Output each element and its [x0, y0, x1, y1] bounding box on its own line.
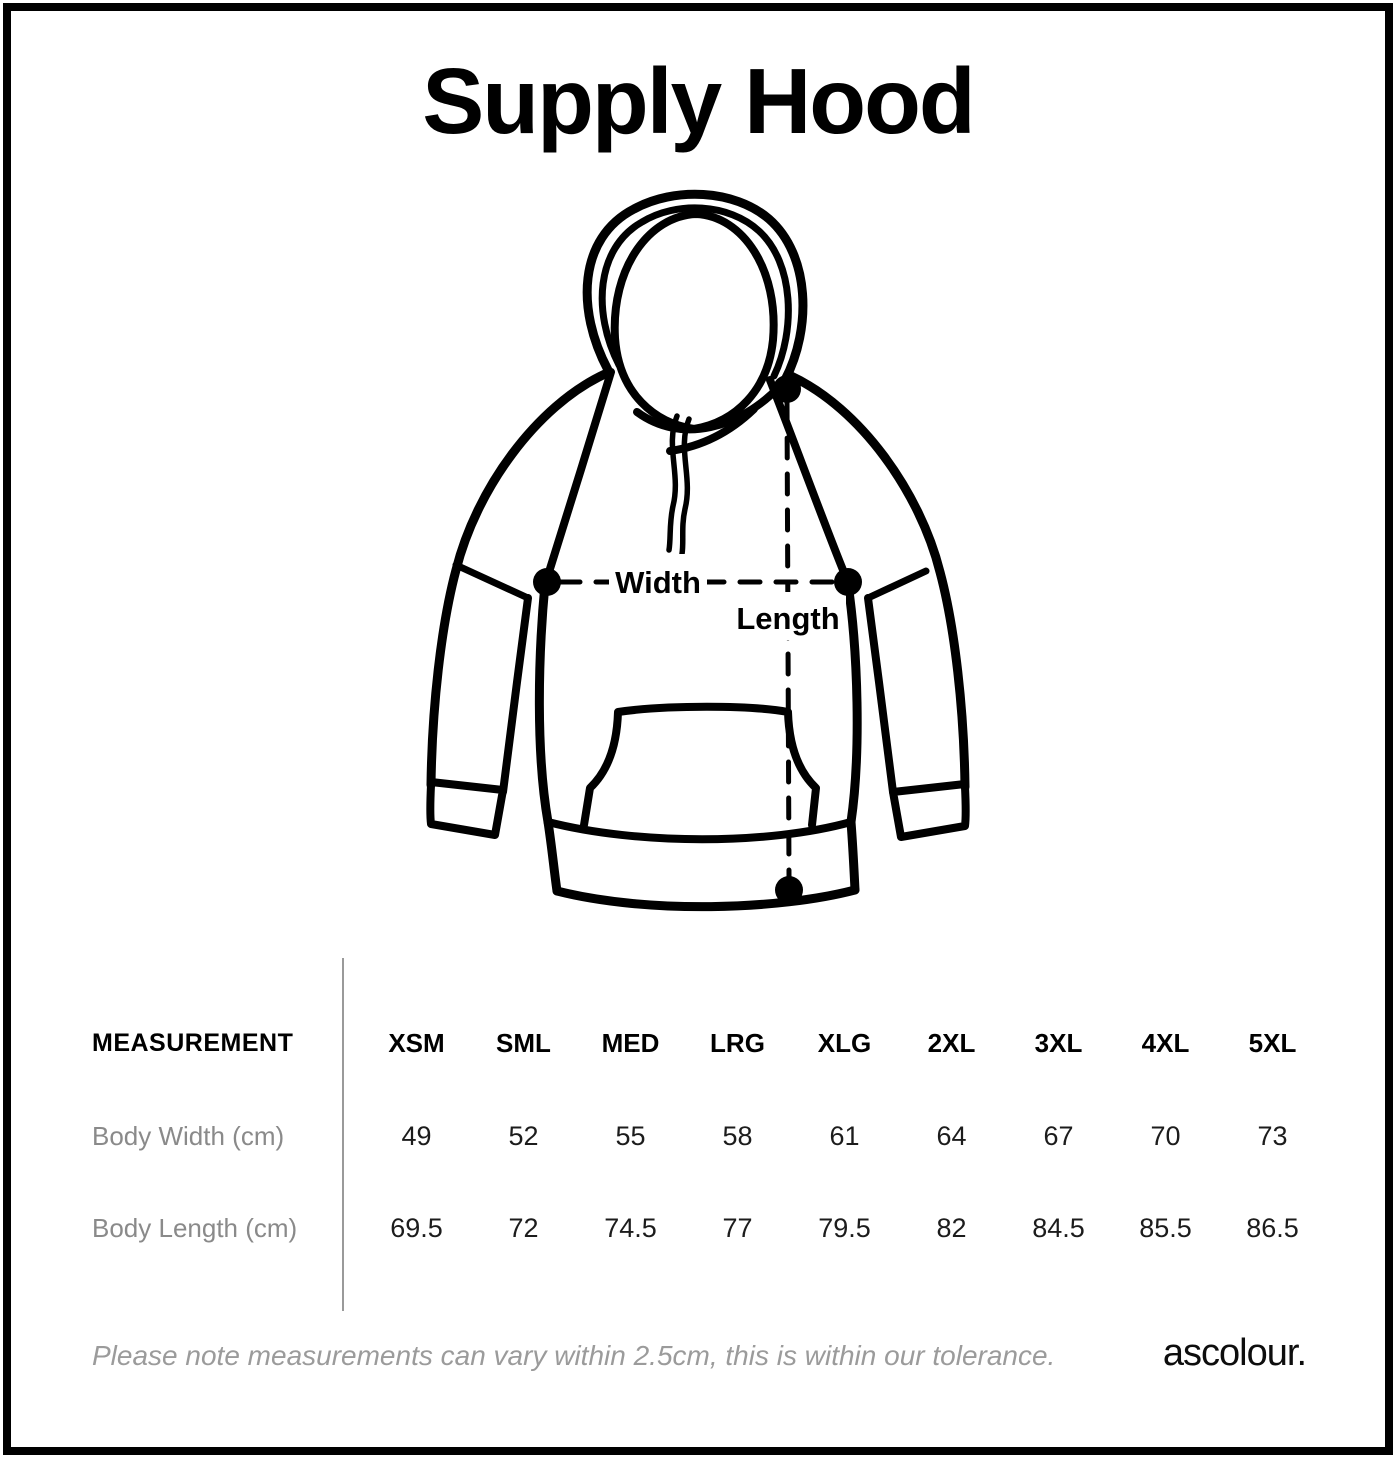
body-length-lrg: 77 — [722, 1212, 753, 1243]
body-side-right — [843, 579, 862, 827]
sleeve-right-inner — [864, 594, 897, 796]
size-header-lrg: LRG — [710, 1027, 765, 1058]
sleeve-left-outer — [426, 369, 610, 790]
table-row-body-width: Body Width (cm) 49 52 55 58 61 64 67 70 … — [92, 1113, 1326, 1159]
tolerance-note: Please note measurements can vary within… — [92, 1340, 1056, 1371]
page-title: Supply Hood — [422, 49, 975, 153]
chest-left-measure-point-dot — [533, 568, 561, 596]
hem-top-edge — [544, 818, 855, 844]
body-width-2xl: 64 — [936, 1120, 967, 1151]
row-label-body-length: Body Length (cm) — [92, 1212, 298, 1243]
body-width-4xl: 70 — [1150, 1120, 1181, 1151]
brand-logo: ascolour. — [1162, 1332, 1307, 1374]
hem-side-right — [846, 817, 860, 895]
cuff-left — [426, 778, 507, 839]
size-header-xlg: XLG — [817, 1027, 872, 1058]
body-length-xsm: 69.5 — [390, 1212, 443, 1243]
body-length-xlg: 79.5 — [818, 1212, 871, 1243]
body-width-sml: 52 — [508, 1120, 539, 1151]
body-length-4xl: 85.5 — [1139, 1212, 1192, 1243]
cuff-right — [889, 780, 970, 841]
body-width-med: 55 — [615, 1120, 646, 1151]
body-side-left — [534, 579, 553, 827]
body-width-5xl: 73 — [1257, 1120, 1288, 1151]
body-length-sml: 72 — [508, 1212, 539, 1243]
size-table-header-row: MEASUREMENT XSM SML MED LRG XLG 2XL 3XL … — [92, 1020, 1326, 1066]
hem-bottom-edge — [552, 885, 860, 912]
hood-inner-outline — [598, 204, 792, 380]
table-divider — [342, 958, 344, 1311]
pocket — [580, 702, 820, 829]
sleeve-right-outer — [786, 371, 970, 792]
measurement-header: MEASUREMENT — [92, 1028, 294, 1057]
size-header-5xl: 5XL — [1248, 1027, 1297, 1058]
drawstring-right — [679, 416, 692, 557]
hoodie-diagram: Width Length — [426, 189, 970, 912]
length-label-plate — [730, 592, 846, 640]
body-width-xsm: 49 — [401, 1120, 432, 1151]
size-header-3xl: 3XL — [1034, 1027, 1083, 1058]
hood-crossover-right — [666, 405, 758, 455]
size-header-xsm: XSM — [388, 1027, 445, 1058]
size-header-sml: SML — [496, 1027, 551, 1058]
body-length-3xl: 84.5 — [1032, 1212, 1085, 1243]
table-row-body-length: Body Length (cm) 69.5 72 74.5 77 79.5 82… — [92, 1205, 1326, 1251]
body-length-5xl: 86.5 — [1246, 1212, 1299, 1243]
body-width-lrg: 58 — [722, 1120, 753, 1151]
hem-side-left — [543, 817, 562, 896]
body-width-3xl: 67 — [1043, 1120, 1074, 1151]
hem-measure-point-dot — [775, 876, 803, 904]
raglan-seam-right — [766, 376, 847, 574]
body-length-2xl: 82 — [936, 1212, 967, 1243]
hood-crossover-left — [633, 382, 784, 434]
drawstring-left — [666, 413, 680, 553]
underarm-seam-left — [452, 561, 532, 602]
row-label-body-width: Body Width (cm) — [92, 1120, 285, 1151]
width-label-plate — [609, 554, 707, 606]
hood-outer-outline — [582, 189, 808, 385]
body-width-xlg: 61 — [829, 1120, 860, 1151]
body-length-med: 74.5 — [604, 1212, 657, 1243]
underarm-seam-right — [864, 567, 930, 602]
size-header-med: MED — [601, 1027, 660, 1058]
size-header-4xl: 4XL — [1141, 1027, 1190, 1058]
raglan-seam-left — [545, 368, 615, 576]
size-header-2xl: 2XL — [927, 1027, 976, 1058]
sleeve-left-inner — [499, 594, 532, 796]
chest-right-measure-point-dot — [834, 568, 862, 596]
shoulder-measure-point-dot — [773, 375, 801, 403]
length-measure-label: Length — [736, 601, 839, 636]
width-measure-label: Width — [615, 565, 701, 600]
hood-opening — [610, 210, 778, 433]
